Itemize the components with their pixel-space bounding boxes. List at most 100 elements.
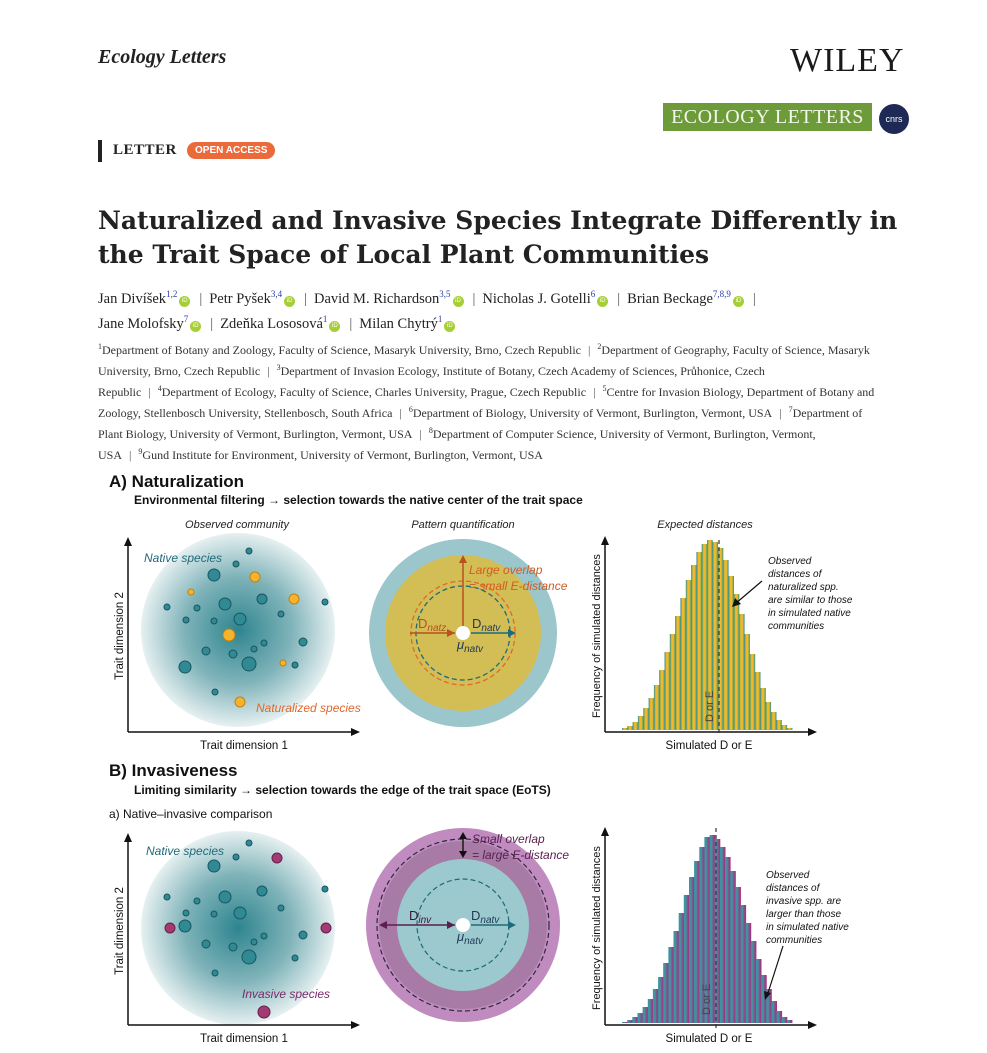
histogram-bar [678,913,685,1023]
native-species-dot [245,547,253,555]
histogram-bar [786,728,793,730]
naturalized-species-label: Naturalized species [256,701,361,715]
affiliation-text: Gund Institute for Environment, Universi… [142,448,543,462]
native-species-dot [218,597,232,611]
native-species-dot [245,839,253,847]
native-species-dot [256,885,268,897]
orcid-icon[interactable]: iD [452,295,464,307]
histogram-bar [755,959,762,1023]
note-line: communities [768,621,824,632]
naturalized-species-dot [187,588,195,596]
x-axis-arrow-icon [351,728,360,736]
panel-observed-title: Observed community [185,519,290,531]
hist-y-label: Frequency of simulated distances [591,554,603,718]
histogram-bar [647,999,654,1023]
naturalized-species-dot [288,593,300,605]
histogram-bar [701,544,708,730]
orcid-icon[interactable]: iD [284,295,296,307]
native-species-label: Native species [144,551,222,565]
native-species-dot [256,593,268,605]
author-name: Milan Chytrý [359,315,438,332]
overlap-text-2: = large E-distance [472,848,569,862]
histogram-bar [637,1013,644,1023]
hist-y-arrow-icon [601,827,609,836]
native-species-dot [233,612,247,626]
author-name: Zdeňka Lososová [220,315,323,332]
affiliation-number: 8 [428,426,433,435]
native-species-dot [207,568,221,582]
histogram-bar [663,963,669,1023]
community-plot-b: Native species Invasive species Trait di… [114,831,360,1045]
native-species-dot [321,885,329,893]
author-affiliation-ref: 3,5 [439,289,451,299]
y-axis-arrow-icon [124,833,132,842]
native-species-dot [298,930,308,940]
histogram-bar [725,857,731,1023]
orcid-icon[interactable]: iD [329,320,341,332]
affiliation-number: 9 [138,447,143,456]
histogram-bar [643,708,649,730]
d-focal-arrowhead-icon [447,921,455,929]
separator: | [399,406,402,420]
histogram-bar [728,576,734,730]
affiliation-text: Department of Invasion Ecology, Institut… [98,364,765,399]
separator: | [304,290,307,307]
native-species-dot [182,616,190,624]
native-species-dot [321,598,329,606]
affiliation-number: 1 [98,342,102,351]
orcid-icon[interactable]: iD [597,295,609,307]
histogram-bar [750,941,757,1023]
open-access-badge: OPEN ACCESS [187,142,276,159]
affiliation-number: 6 [408,405,413,414]
d-native-label: Dnatv [472,616,501,634]
note-line: in simulated native [768,608,851,619]
author-affiliation-ref: 1,2 [166,289,178,299]
separator: | [148,385,151,399]
histogram-bar [730,871,736,1023]
affiliation-number: 3 [276,363,281,372]
histogram-bar [632,1017,638,1023]
community-plot-a: Native species Naturalized species Trait… [114,533,361,752]
separator: | [779,406,782,420]
article-title: Naturalized and Invasive Species Integra… [98,206,898,269]
native-species-dot [291,661,299,669]
histogram-bar [673,931,680,1023]
native-species-dot [260,639,268,647]
overlap-text-1: Large overlap [469,563,543,577]
overlap-arrow-down-icon [459,851,467,858]
affiliation-number: 5 [602,384,607,393]
histogram-bar [659,670,665,730]
y-axis-arrow-icon [124,537,132,546]
publisher-logo: WILEY [790,42,905,79]
orcid-icon[interactable]: iD [444,320,456,332]
y-axis-label: Trait dimension 2 [114,887,126,975]
native-species-dot [241,656,257,672]
histogram-bar [622,728,628,730]
affiliation-list: 1Department of Botany and Zoology, Facul… [98,338,888,464]
native-species-dot [210,910,218,918]
histogram-bar [735,887,741,1023]
naturalized-species-dot [249,571,261,583]
histogram-bar [754,672,761,730]
native-species-dot [201,939,211,949]
note-line: larger than those [766,909,841,920]
native-species-dot [232,560,240,568]
histogram-bar [760,688,766,730]
separator: | [199,290,203,307]
section-a-heading: A) Naturalization [109,472,244,491]
orcid-icon[interactable]: iD [179,295,191,307]
histogram-bar [675,616,681,730]
separator: | [593,385,596,399]
histogram-bar [704,837,710,1023]
orcid-icon[interactable]: iD [732,295,744,307]
histogram-bar [786,1020,793,1023]
native-species-label: Native species [146,844,224,858]
hist-x-arrow-icon [808,728,817,736]
native-species-dot [210,617,218,625]
affiliation-number: 7 [788,405,793,414]
orcid-icon[interactable]: iD [190,320,202,332]
author-name: Brian Beckage [627,290,713,307]
native-centroid [456,626,470,640]
histogram-bar [696,552,703,730]
histogram-bar [714,839,721,1023]
